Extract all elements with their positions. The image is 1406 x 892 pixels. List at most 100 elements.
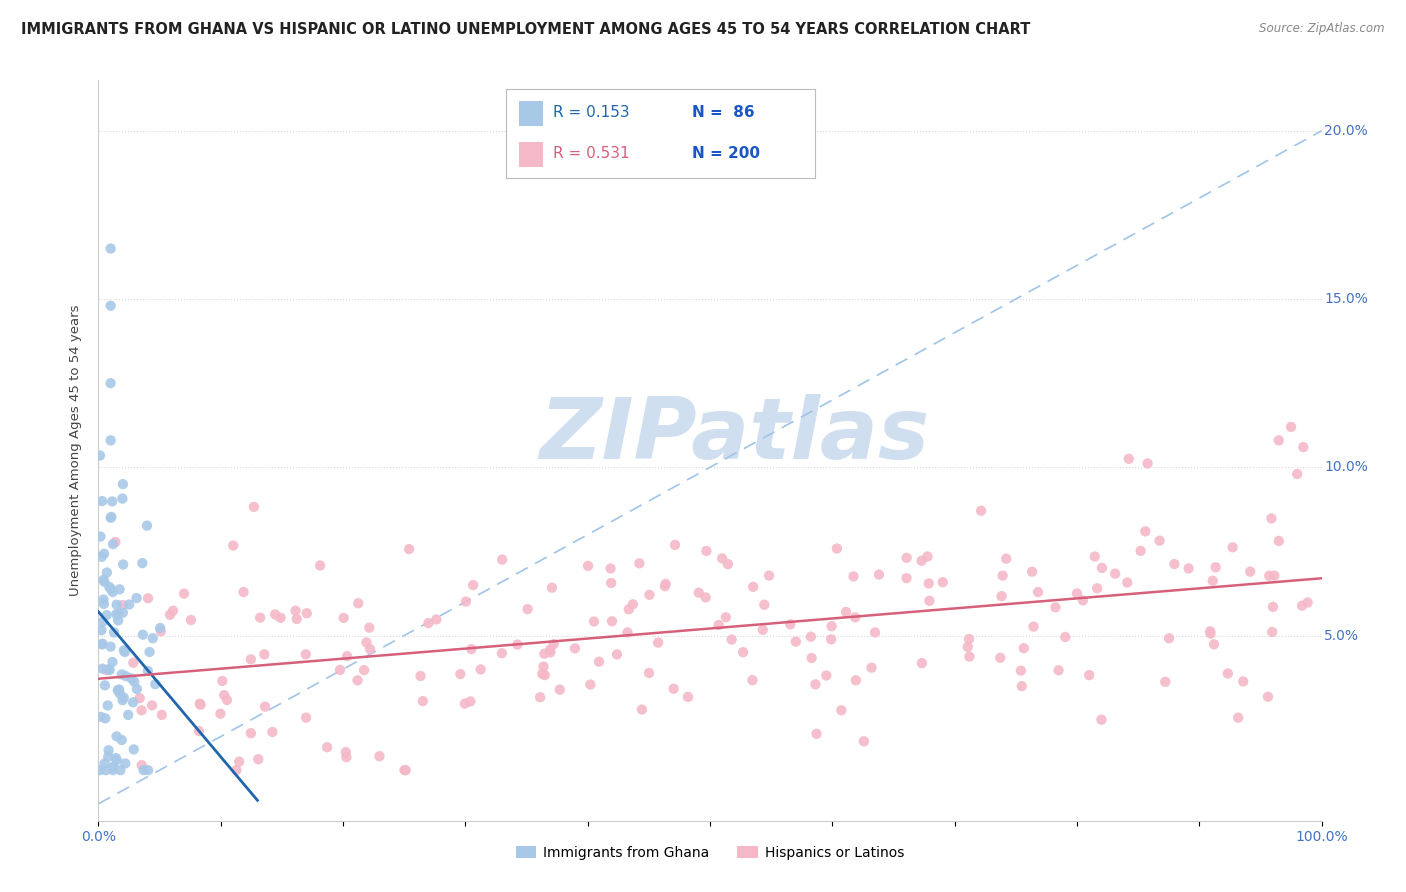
Point xyxy=(136,664,159,678)
Point xyxy=(576,558,599,573)
Point xyxy=(1026,585,1049,599)
Point xyxy=(1054,630,1077,644)
Point xyxy=(94,678,117,692)
Point xyxy=(1078,668,1101,682)
Point xyxy=(149,621,172,635)
Point xyxy=(1268,533,1291,548)
Point xyxy=(103,760,125,774)
Point xyxy=(820,619,842,633)
Point xyxy=(93,573,115,587)
Point xyxy=(491,646,513,660)
Point xyxy=(149,624,172,639)
Point xyxy=(711,551,734,566)
Point xyxy=(579,677,602,691)
Point xyxy=(125,681,148,696)
Point xyxy=(101,655,124,669)
Point xyxy=(150,707,173,722)
Point xyxy=(111,491,134,506)
Point xyxy=(918,576,941,591)
Point xyxy=(96,608,118,623)
Point xyxy=(108,682,131,697)
Point xyxy=(990,589,1012,603)
Point xyxy=(621,597,644,611)
Point xyxy=(101,494,124,508)
Point xyxy=(460,694,482,708)
Point xyxy=(600,615,623,629)
Point xyxy=(295,606,318,620)
Point xyxy=(100,242,122,256)
Point xyxy=(329,663,352,677)
Point xyxy=(845,673,868,688)
Point xyxy=(800,630,823,644)
Point xyxy=(91,637,114,651)
Point xyxy=(815,668,838,682)
Point xyxy=(654,579,676,593)
Point xyxy=(117,707,139,722)
Point xyxy=(733,645,755,659)
Point xyxy=(91,662,114,676)
Point xyxy=(662,681,685,696)
Point xyxy=(111,598,134,612)
Text: Source: ZipAtlas.com: Source: ZipAtlas.com xyxy=(1260,22,1385,36)
Point xyxy=(98,580,121,594)
Point xyxy=(100,510,122,524)
Point xyxy=(132,627,155,641)
Point xyxy=(89,763,111,777)
Point xyxy=(758,568,780,582)
Point xyxy=(1012,641,1035,656)
Point xyxy=(868,567,890,582)
Point xyxy=(842,569,865,583)
Point xyxy=(1157,632,1180,646)
Point xyxy=(89,529,111,543)
Point xyxy=(463,578,485,592)
Point xyxy=(844,610,866,624)
Point xyxy=(995,551,1018,566)
Point xyxy=(1292,440,1315,454)
Point xyxy=(638,588,661,602)
Point xyxy=(529,690,551,705)
Point xyxy=(1045,600,1067,615)
Point xyxy=(820,632,842,647)
Point xyxy=(122,656,145,670)
Point xyxy=(720,632,742,647)
Point xyxy=(910,554,932,568)
Point xyxy=(538,642,561,657)
Point xyxy=(991,568,1014,582)
Point xyxy=(398,542,420,557)
Point xyxy=(108,683,131,698)
Point xyxy=(101,537,124,551)
Point xyxy=(806,727,828,741)
Point xyxy=(852,734,875,748)
Point xyxy=(94,763,117,777)
Point xyxy=(932,575,955,590)
Point xyxy=(359,642,381,657)
Point xyxy=(1202,574,1225,588)
Point xyxy=(98,663,121,677)
Point xyxy=(564,641,586,656)
Text: 10.0%: 10.0% xyxy=(1324,460,1368,475)
Point xyxy=(956,640,979,654)
Point xyxy=(187,724,209,739)
Point xyxy=(90,710,112,724)
Legend: Immigrants from Ghana, Hispanics or Latinos: Immigrants from Ghana, Hispanics or Lati… xyxy=(510,840,910,865)
Point xyxy=(104,751,127,765)
Point xyxy=(425,612,447,626)
Point xyxy=(105,607,128,622)
Point xyxy=(1261,624,1284,639)
Point xyxy=(741,673,763,688)
Point xyxy=(94,711,117,725)
Point xyxy=(1011,679,1033,693)
Point xyxy=(131,556,153,570)
Point xyxy=(97,662,120,676)
Point xyxy=(825,541,848,556)
Point xyxy=(122,674,145,689)
Point xyxy=(359,621,381,635)
Point xyxy=(1154,674,1177,689)
Point xyxy=(111,606,134,620)
Point xyxy=(97,698,120,713)
Point xyxy=(1222,541,1244,555)
Point xyxy=(1205,560,1227,574)
Point xyxy=(918,594,941,608)
Point xyxy=(97,743,120,757)
Point xyxy=(599,561,621,575)
